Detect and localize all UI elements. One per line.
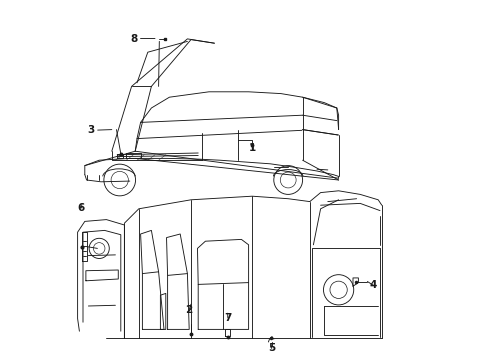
Text: 3: 3 [88,125,112,135]
Text: 6: 6 [77,203,85,213]
Text: 2: 2 [185,304,193,315]
Text: 7: 7 [224,312,231,323]
Text: 4: 4 [368,280,377,290]
Text: 5: 5 [268,343,275,354]
Text: 1: 1 [248,143,256,153]
Text: 8: 8 [130,33,155,44]
